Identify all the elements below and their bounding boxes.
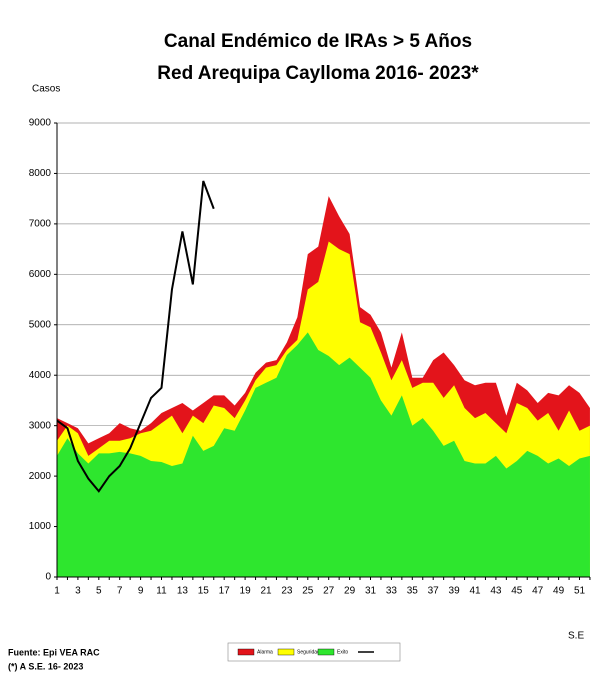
x-tick-label: 45	[511, 586, 523, 597]
x-tick-label: 17	[219, 586, 231, 597]
y-tick-label: 0	[45, 572, 51, 583]
x-tick-label: 13	[177, 586, 189, 597]
y-tick-label: 2000	[29, 471, 52, 482]
x-tick-label: 31	[365, 586, 377, 597]
note: (*) A S.E. 16- 2023	[8, 661, 83, 671]
y-tick-label: 1000	[29, 521, 52, 532]
x-tick-label: 27	[323, 586, 335, 597]
x-tick-label: 7	[117, 586, 123, 597]
x-tick-label: 39	[449, 586, 461, 597]
y-tick-label: 8000	[29, 168, 52, 179]
x-tick-label: 15	[198, 586, 210, 597]
chart-title: Canal Endémico de IRAs > 5 Años	[164, 31, 472, 52]
x-tick-label: 19	[240, 586, 252, 597]
chart-subtitle: Red Arequipa Caylloma 2016- 2023*	[157, 63, 479, 84]
x-tick-label: 33	[386, 586, 398, 597]
y-tick-label: 4000	[29, 370, 52, 381]
y-tick-label: 9000	[29, 118, 52, 129]
x-tick-label: 25	[302, 586, 314, 597]
x-tick-label: 51	[574, 586, 586, 597]
x-tick-label: 47	[532, 586, 544, 597]
y-tick-label: 5000	[29, 319, 52, 330]
x-tick-label: 49	[553, 586, 565, 597]
legend-swatch	[237, 648, 255, 656]
legend-box	[227, 642, 401, 662]
source: Fuente: Epi VEA RAC	[8, 647, 100, 657]
line-series	[56, 180, 215, 493]
x-tick-label: 5	[96, 586, 102, 597]
x-axis-label: S.E	[568, 631, 584, 642]
legend-label: Exito	[337, 649, 348, 655]
y-tick-label: 6000	[29, 269, 52, 280]
x-tick-label: 35	[407, 586, 419, 597]
y-axis-label: Casos	[32, 84, 60, 95]
x-tick-label: 21	[260, 586, 272, 597]
x-tick-label: 37	[428, 586, 440, 597]
x-tick-label: 43	[490, 586, 502, 597]
legend-swatch	[277, 648, 295, 656]
x-tick-label: 11	[156, 586, 167, 597]
area-band	[57, 332, 590, 577]
y-tick-label: 3000	[29, 420, 52, 431]
x-tick-label: 3	[75, 586, 81, 597]
x-tick-label: 23	[281, 586, 293, 597]
legend-label: Seguridad	[297, 649, 320, 655]
legend-label: Alarma	[257, 649, 273, 655]
y-tick-label: 7000	[29, 219, 52, 230]
x-tick-label: 1	[54, 586, 60, 597]
x-tick-label: 41	[469, 586, 481, 597]
x-tick-label: 9	[138, 586, 144, 597]
legend-swatch	[317, 648, 335, 656]
x-tick-label: 29	[344, 586, 356, 597]
